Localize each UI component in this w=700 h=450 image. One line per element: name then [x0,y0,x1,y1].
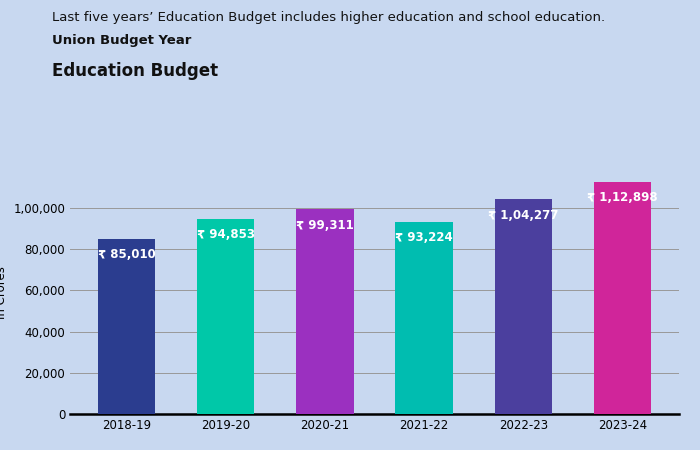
Bar [296,210,354,414]
Text: ₹ 99,311: ₹ 99,311 [296,219,354,232]
Bar [594,181,651,414]
Text: Last five years’ Education Budget includes higher education and school education: Last five years’ Education Budget includ… [52,11,606,24]
Text: ₹ 94,853: ₹ 94,853 [197,228,255,241]
Bar [197,219,254,414]
Text: Education Budget: Education Budget [52,62,218,80]
Bar [395,222,453,414]
Text: ₹ 93,224: ₹ 93,224 [395,231,453,244]
Y-axis label: In Crores: In Crores [0,266,8,319]
Text: ₹ 1,12,898: ₹ 1,12,898 [587,191,658,204]
Text: ₹ 85,010: ₹ 85,010 [97,248,155,261]
Text: Union Budget Year: Union Budget Year [52,34,192,47]
Bar [495,199,552,414]
Text: ₹ 1,04,277: ₹ 1,04,277 [488,208,559,221]
Bar [98,239,155,414]
